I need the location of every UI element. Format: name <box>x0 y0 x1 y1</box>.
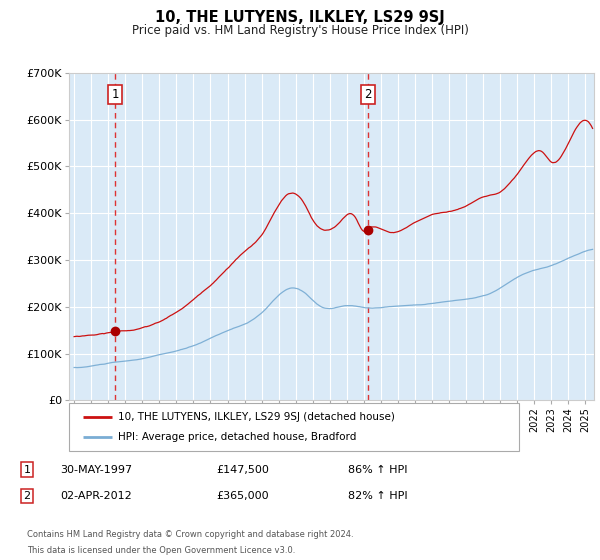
Text: HPI: Average price, detached house, Bradford: HPI: Average price, detached house, Brad… <box>119 432 357 442</box>
Text: 30-MAY-1997: 30-MAY-1997 <box>60 465 132 475</box>
Text: 10, THE LUTYENS, ILKLEY, LS29 9SJ (detached house): 10, THE LUTYENS, ILKLEY, LS29 9SJ (detac… <box>119 412 395 422</box>
Text: 02-APR-2012: 02-APR-2012 <box>60 491 132 501</box>
Text: 86% ↑ HPI: 86% ↑ HPI <box>348 465 407 475</box>
Text: 1: 1 <box>112 87 119 101</box>
Text: Price paid vs. HM Land Registry's House Price Index (HPI): Price paid vs. HM Land Registry's House … <box>131 24 469 37</box>
Text: £147,500: £147,500 <box>216 465 269 475</box>
Text: This data is licensed under the Open Government Licence v3.0.: This data is licensed under the Open Gov… <box>27 547 295 556</box>
Text: 2: 2 <box>23 491 31 501</box>
Text: £365,000: £365,000 <box>216 491 269 501</box>
Text: 10, THE LUTYENS, ILKLEY, LS29 9SJ: 10, THE LUTYENS, ILKLEY, LS29 9SJ <box>155 10 445 25</box>
Text: Contains HM Land Registry data © Crown copyright and database right 2024.: Contains HM Land Registry data © Crown c… <box>27 530 353 539</box>
Text: 82% ↑ HPI: 82% ↑ HPI <box>348 491 407 501</box>
Text: 2: 2 <box>364 87 372 101</box>
Text: 1: 1 <box>23 465 31 475</box>
